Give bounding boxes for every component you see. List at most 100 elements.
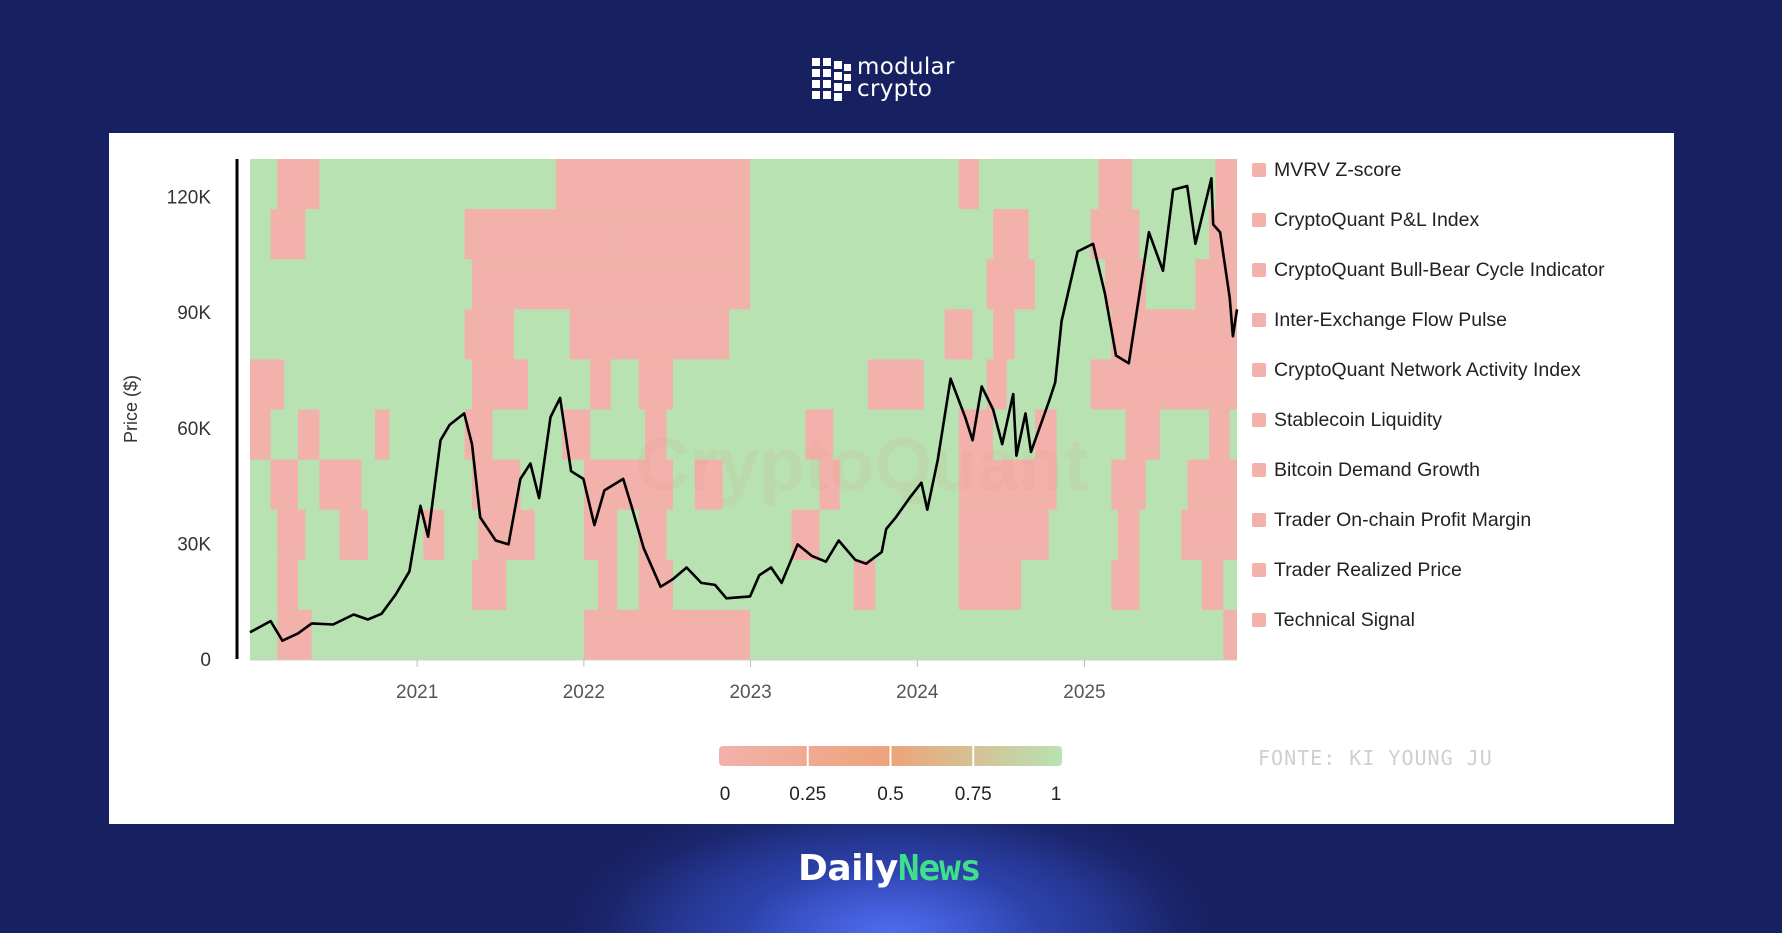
heatmap-cell-bear <box>250 409 271 461</box>
price-line <box>249 176 1239 643</box>
heatmap-cell-bear <box>958 509 1049 561</box>
color-scale-tick-label: 1 <box>1051 784 1062 805</box>
heatmap-cell-bear <box>339 509 368 561</box>
heatmap-cell-bear <box>270 209 306 260</box>
heatmap-cell-bear <box>598 559 618 611</box>
heatmap-cell-bear <box>590 359 611 410</box>
heatmap-cell-bear <box>993 209 1029 260</box>
price-line-layer <box>249 176 1239 643</box>
color-scale-tick-label: 0.25 <box>789 784 826 805</box>
heatmap-cell-bear <box>1181 509 1237 561</box>
heatmap-row <box>250 409 1237 461</box>
color-scale-tick-label: 0.75 <box>955 784 992 805</box>
heatmap-cell-bear <box>986 259 1036 310</box>
heatmap-cell-bear <box>250 359 284 410</box>
x-tick-label: 2021 <box>396 682 438 703</box>
legend-label: Stablecoin Liquidity <box>1274 409 1442 431</box>
legend-swatch <box>1252 163 1266 177</box>
daily-news-logo: DailyNews <box>798 848 982 889</box>
y-tick-label: 120K <box>167 188 212 209</box>
heatmap-cell-bear <box>1187 459 1237 511</box>
heatmap-cell-bear <box>464 209 611 260</box>
heatmap-row <box>250 309 1237 360</box>
heatmap-cell-bear <box>569 309 730 360</box>
legend-swatch <box>1252 213 1266 227</box>
heatmap-cells <box>250 159 1237 661</box>
y-tick-label: 0 <box>200 650 211 671</box>
heatmap-cell-bear <box>277 559 298 611</box>
heatmap-cell-bear <box>583 509 618 561</box>
heatmap-cell-bear <box>1105 259 1146 310</box>
x-tick-label: 2025 <box>1063 682 1105 703</box>
x-tick-label: 2024 <box>896 682 939 703</box>
color-scale-tick-label: 0.5 <box>877 784 903 805</box>
heatmap-cell-bear <box>471 559 507 611</box>
legend-label: Technical Signal <box>1274 609 1415 631</box>
legend-label: Trader Realized Price <box>1274 559 1462 581</box>
legend-swatch <box>1252 313 1266 327</box>
heatmap-cell-bear <box>867 359 924 410</box>
legend-swatch <box>1252 563 1266 577</box>
footer-brand-daily: Daily <box>798 848 898 889</box>
heatmap-cell-bear <box>556 159 751 210</box>
heatmap-cell-bear <box>958 459 1057 511</box>
heatmap-cell-bear <box>471 259 751 310</box>
heatmap-cell-bear <box>583 609 751 661</box>
heatmap-cell-bear <box>1125 409 1160 461</box>
heatmap-cell-bear <box>645 409 667 461</box>
heatmap-cell-bear <box>993 309 1015 360</box>
heatmap-cell-bear <box>638 559 673 611</box>
heatmap-cell-bear <box>277 159 320 210</box>
watermark: CryptoQuant <box>636 423 1088 506</box>
heatmap-cell-bear <box>1215 159 1237 210</box>
source-credit: FONTE: KI YOUNG JU <box>1258 746 1493 770</box>
logo-line-1: modular <box>857 54 955 80</box>
heatmap-cell-bear <box>638 509 667 561</box>
heatmap-cell-bear <box>471 459 521 511</box>
heatmap-cell-bear <box>478 509 535 561</box>
logo-line-2: crypto <box>857 76 933 102</box>
heatmap-cell-bear <box>805 409 834 461</box>
x-tick-label: 2022 <box>563 682 605 703</box>
legend-swatch <box>1252 513 1266 527</box>
heatmap-cell-bear <box>638 359 673 410</box>
heatmap-cell-bear <box>277 509 306 561</box>
legend-swatch <box>1252 413 1266 427</box>
footer-brand-news: News <box>897 848 982 889</box>
color-scale-tick-label: 0 <box>720 784 731 805</box>
legend-label: CryptoQuant Network Activity Index <box>1274 359 1581 381</box>
heatmap-cell-bear <box>791 509 820 561</box>
heatmap-row <box>250 509 1237 561</box>
heatmap-row <box>250 359 1237 410</box>
heatmap-cell-bear <box>1090 209 1140 260</box>
heatmap-cell-bear <box>1098 159 1132 210</box>
legend-label: Trader On-chain Profit Margin <box>1274 509 1531 531</box>
heatmap-cell-bear <box>464 309 514 360</box>
heatmap-cell-bear <box>583 459 673 511</box>
heatmap-cell-bear <box>1117 509 1140 561</box>
heatmap-cell-bear <box>944 309 973 360</box>
legend: MVRV Z-score CryptoQuant P&L Index CryptoQ… <box>1252 159 1605 631</box>
heatmap-cell-bear <box>958 559 1021 611</box>
legend-swatch <box>1252 613 1266 627</box>
heatmap-cell-bear <box>1201 559 1224 611</box>
heatmap-cell-bear <box>297 409 320 461</box>
y-tick-label: 60K <box>177 419 211 440</box>
heatmap-cell-bear <box>958 159 979 210</box>
x-ticks: 2021 2022 2023 2024 2025 <box>396 660 1106 703</box>
legend-label: MVRV Z-score <box>1274 159 1402 181</box>
legend-swatch <box>1252 463 1266 477</box>
y-axis-label: Price ($) <box>121 375 141 443</box>
heatmap-cell-bear <box>1111 459 1146 511</box>
x-tick-label: 2023 <box>729 682 771 703</box>
heatmap-cell-bear <box>1090 359 1237 410</box>
modular-crypto-logo: modular crypto <box>812 56 992 106</box>
heatmap-row <box>250 559 1237 611</box>
heatmap-cell-bear <box>471 359 529 410</box>
heatmap-cell-bear <box>270 459 298 511</box>
heatmap-cell-bear <box>694 459 723 511</box>
legend-label: CryptoQuant P&L Index <box>1274 209 1479 231</box>
heatmap-cell-bear <box>1209 409 1230 461</box>
y-ticks: 0 30K 60K 90K 120K <box>167 188 212 671</box>
